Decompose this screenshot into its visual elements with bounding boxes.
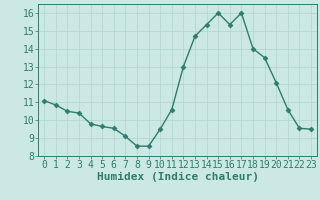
X-axis label: Humidex (Indice chaleur): Humidex (Indice chaleur) <box>97 172 259 182</box>
